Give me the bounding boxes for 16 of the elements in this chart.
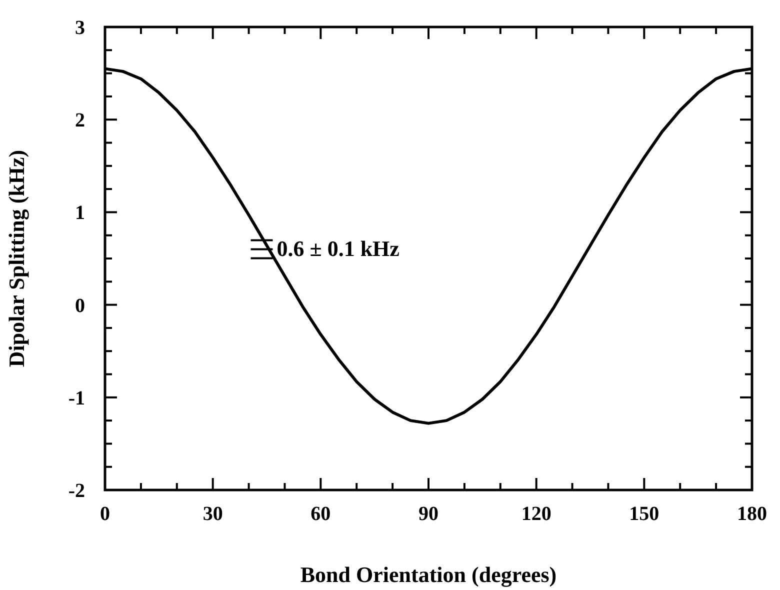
x-tick-label: 0 — [100, 503, 110, 525]
x-tick-label: 120 — [521, 503, 552, 525]
annotation: 0.6 ± 0.1 kHz — [276, 236, 400, 262]
x-axis-title: Bond Orientation (degrees) — [300, 562, 557, 587]
y-tick-label: 1 — [75, 202, 85, 224]
x-tick-label: 150 — [629, 503, 660, 525]
y-tick-label: 0 — [75, 294, 85, 317]
x-tick-label: 30 — [202, 503, 223, 525]
y-tick-label: 3 — [75, 17, 85, 39]
x-tick-label: 60 — [310, 503, 331, 525]
y-tick-label: 2 — [75, 110, 85, 132]
y-tick-label: -1 — [68, 387, 85, 410]
x-tick-label: 180 — [737, 503, 767, 525]
y-axis-title: Dipolar Splitting (kHz) — [4, 150, 29, 368]
y-tick-label: -2 — [68, 480, 85, 502]
x-tick-label: 90 — [418, 503, 438, 525]
